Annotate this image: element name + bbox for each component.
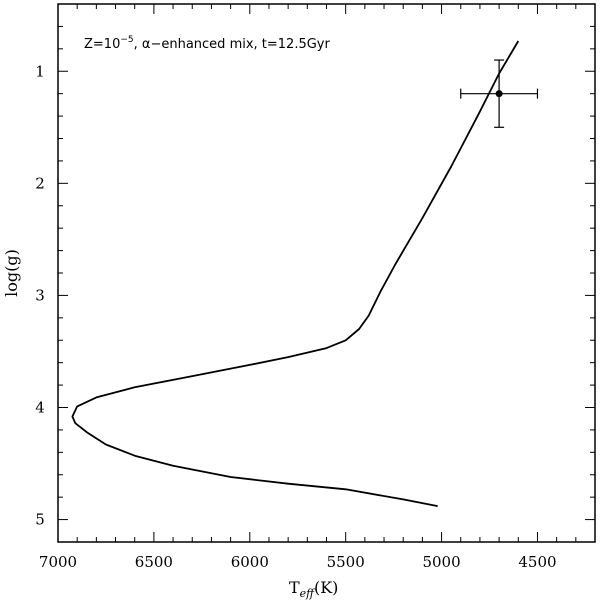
observed-point <box>495 90 503 98</box>
x-axis-label-base: T <box>289 578 300 597</box>
x-axis-label-subscript: eff <box>300 587 317 600</box>
x-axis-label-unit: (K) <box>314 578 338 597</box>
y-tick-label: 5 <box>35 511 45 529</box>
annotation-exponent: −5 <box>120 35 133 45</box>
y-tick-label: 1 <box>35 62 45 80</box>
annotation-suffix: , α−enhanced mix, t=12.5Gyr <box>134 37 331 52</box>
series-layer <box>71 40 520 507</box>
x-tick-label: 5000 <box>422 553 460 571</box>
chart-annotation: Z=10−5, α−enhanced mix, t=12.5Gyr <box>84 35 330 52</box>
x-tick-label: 6500 <box>135 553 173 571</box>
x-tick-label: 4500 <box>518 553 556 571</box>
tick-marks <box>57 4 595 542</box>
x-tick-label: 5500 <box>327 553 365 571</box>
observed-point-layer <box>460 59 539 128</box>
y-axis-label: log(g) <box>2 249 21 297</box>
y-tick-label: 3 <box>35 286 45 304</box>
x-tick-label: 7000 <box>39 553 77 571</box>
tick-labels: 7000 6500 6000 5500 5000 4500 1 2 3 4 5 <box>35 62 556 571</box>
plot-frame <box>57 3 596 543</box>
annotation-prefix: Z=10 <box>84 37 120 52</box>
x-tick-label: 6000 <box>231 553 269 571</box>
y-tick-label: 4 <box>35 399 45 417</box>
y-tick-label: 2 <box>35 174 45 192</box>
x-axis-label: Teff(K) <box>289 578 338 600</box>
series-line-isochrone <box>71 40 520 507</box>
